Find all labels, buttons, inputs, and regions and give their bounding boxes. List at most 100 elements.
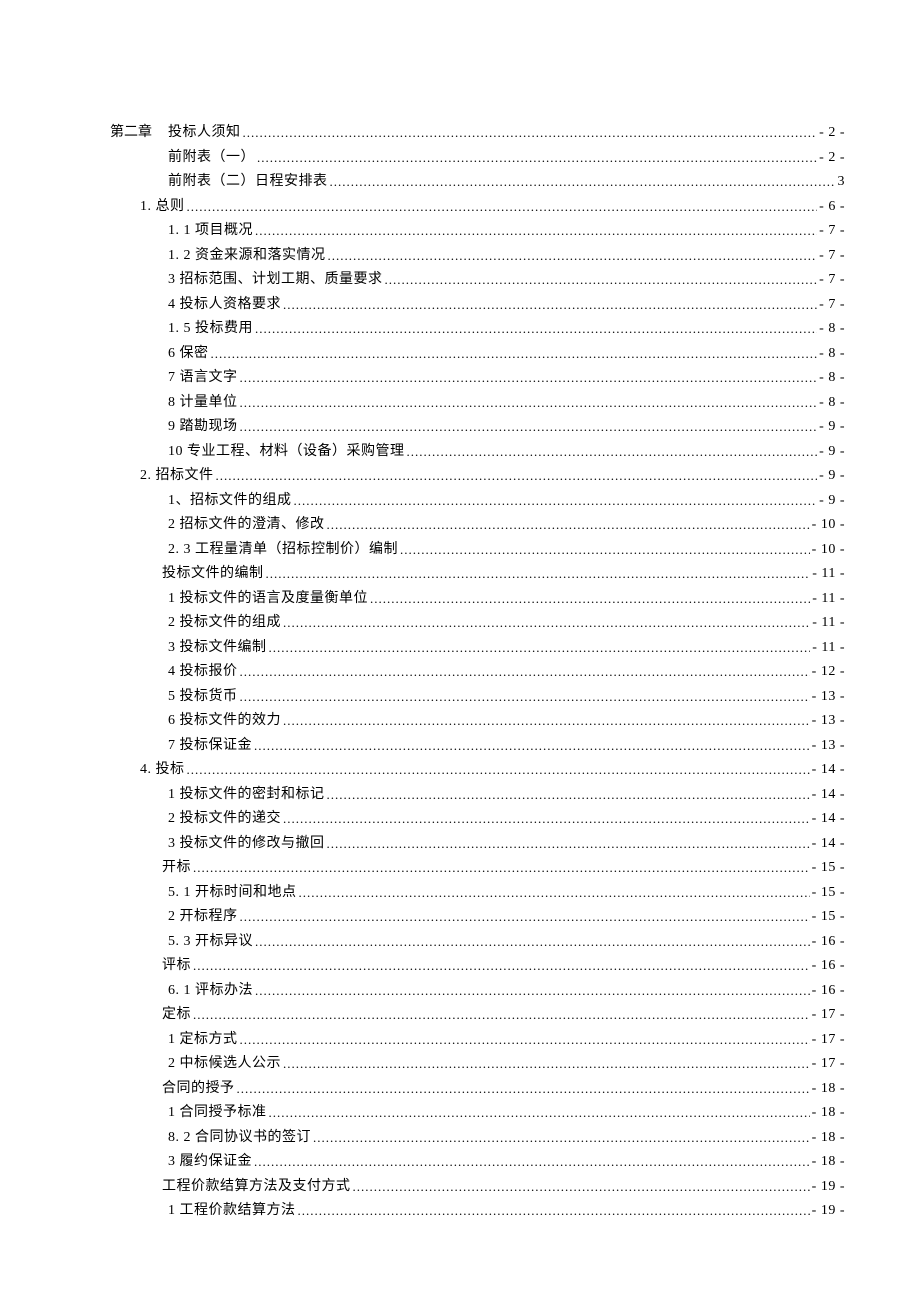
toc-entry-page: - 18 -	[812, 1155, 845, 1169]
toc-entry: 3 招标范围、计划工期、质量要求- 7 -	[110, 272, 845, 287]
toc-entry-label: 投标人须知	[168, 126, 241, 140]
toc-leader-dots	[266, 567, 811, 580]
toc-entry-page: - 6 -	[819, 200, 845, 214]
toc-leader-dots	[385, 273, 818, 286]
toc-entry: 3 投标文件的修改与撤回 - 14 -	[110, 836, 845, 851]
toc-leader-dots	[240, 690, 810, 703]
toc-entry-page: - 8 -	[819, 322, 845, 336]
toc-leader-dots	[255, 322, 817, 335]
toc-entry-label: 2 投标文件的组成	[168, 616, 281, 630]
toc-leader-dots	[327, 837, 810, 850]
toc-entry-page: - 8 -	[819, 371, 845, 385]
toc-entry-page: - 17 -	[812, 1033, 845, 1047]
toc-entry-label: 10 专业工程、材料（设备）采购管理	[168, 445, 405, 459]
toc-entry-label: 定标	[162, 1008, 191, 1022]
toc-entry: 7 投标保证金- 13 -	[110, 738, 845, 753]
toc-leader-dots	[283, 812, 810, 825]
toc-leader-dots	[240, 910, 810, 923]
toc-entry-page: - 15 -	[812, 861, 845, 875]
toc-entry-page: - 16 -	[812, 959, 845, 973]
toc-leader-dots	[283, 616, 810, 629]
toc-entry-page: - 11 -	[812, 592, 845, 606]
toc-entry-label: 评标	[162, 959, 191, 973]
toc-entry-page: - 10 -	[812, 543, 845, 557]
toc-leader-dots	[269, 1106, 810, 1119]
toc-leader-dots	[283, 1057, 810, 1070]
toc-entry-label: 3 履约保证金	[168, 1155, 252, 1169]
toc-entry-label: 1 投标文件的密封和标记	[168, 788, 325, 802]
toc-entry: 8. 2 合同协议书的签订 - 18 -	[110, 1130, 845, 1145]
toc-entry: 4 投标人资格要求- 7 -	[110, 297, 845, 312]
toc-entry-page: - 7 -	[819, 249, 845, 263]
toc-entry-label: 4 投标报价	[168, 665, 238, 679]
toc-leader-dots	[211, 347, 818, 360]
toc-entry-page: - 2 -	[819, 126, 845, 140]
toc-entry-label: 3 投标文件的修改与撤回	[168, 837, 325, 851]
toc-entry: 5. 3 开标异议 - 16 -	[110, 934, 845, 949]
toc-entry: 2 招标文件的澄清、修改- 10 -	[110, 517, 845, 532]
toc-entry-page: - 17 -	[812, 1008, 845, 1022]
toc-entry-page: - 11 -	[812, 641, 845, 655]
toc-entry-page: - 18 -	[812, 1082, 845, 1096]
toc-entry-page: - 19 -	[812, 1180, 845, 1194]
toc-entry-label: 6 投标文件的效力	[168, 714, 281, 728]
toc-entry: 定标 - 17 -	[110, 1007, 845, 1022]
toc-entry-label: 合同的授予	[162, 1082, 235, 1096]
toc-leader-dots	[283, 298, 817, 311]
toc-entry: 1. 总则- 6 -	[110, 199, 845, 214]
toc-entry-label: 9 踏勘现场	[168, 420, 238, 434]
toc-entry: 1 投标文件的语言及度量衡单位- 11 -	[110, 591, 845, 606]
toc-entry-page: - 18 -	[812, 1131, 845, 1145]
toc-leader-dots	[407, 445, 818, 458]
toc-entry: 1. 1 项目概况- 7 -	[110, 223, 845, 238]
toc-chapter-prefix: 第二章	[110, 126, 152, 140]
toc-entry-page: - 19 -	[812, 1204, 845, 1218]
toc-entry: 2 投标文件的组成- 11 -	[110, 615, 845, 630]
toc-entry-label: 3 投标文件编制	[168, 641, 267, 655]
toc-leader-dots	[299, 886, 810, 899]
toc-entry-page: - 15 -	[812, 910, 845, 924]
toc-leader-dots	[353, 1180, 810, 1193]
toc-entry-page: - 13 -	[812, 739, 845, 753]
toc-entry-page: - 16 -	[812, 935, 845, 949]
toc-entry-label: 2. 招标文件	[140, 469, 214, 483]
toc-entry-label: 1 合同授予标准	[168, 1106, 267, 1120]
toc-leader-dots	[255, 984, 810, 997]
toc-entry-label: 6 保密	[168, 347, 209, 361]
toc-leader-dots	[240, 665, 810, 678]
toc-entry-label: 1. 2 资金来源和落实情况	[168, 249, 326, 263]
toc-entry-page: - 8 -	[819, 347, 845, 361]
toc-entry-label: 1 工程价款结算方法	[168, 1204, 296, 1218]
toc-leader-dots	[327, 788, 810, 801]
toc-leader-dots	[240, 371, 818, 384]
toc-entry-label: 5. 3 开标异议	[168, 935, 253, 949]
toc-leader-dots	[283, 714, 810, 727]
toc-entry-label: 7 语言文字	[168, 371, 238, 385]
toc-entry: 2. 招标文件- 9 -	[110, 468, 845, 483]
toc-entry: 1. 2 资金来源和落实情况 - 7 -	[110, 248, 845, 263]
toc-entry-label: 1. 1 项目概况	[168, 224, 253, 238]
toc-entry: 8 计量单位- 8 -	[110, 395, 845, 410]
table-of-contents: 第二章投标人须知- 2 -前附表（一）- 2 -前附表（二）日程安排表31. 总…	[110, 125, 845, 1218]
toc-leader-dots	[298, 1204, 810, 1217]
toc-entry-page: - 14 -	[812, 837, 845, 851]
toc-entry: 6. 1 评标办法- 16 -	[110, 983, 845, 998]
toc-entry: 4. 投标- 14 -	[110, 762, 845, 777]
toc-leader-dots	[187, 763, 810, 776]
toc-entry: 6 投标文件的效力- 13 -	[110, 713, 845, 728]
toc-entry-label: 2 投标文件的递交	[168, 812, 281, 826]
toc-entry: 开标- 15 -	[110, 860, 845, 875]
toc-entry-page: - 17 -	[812, 1057, 845, 1071]
toc-entry: 6 保密 - 8 -	[110, 346, 845, 361]
toc-leader-dots	[240, 396, 818, 409]
toc-entry-label: 8. 2 合同协议书的签订	[168, 1131, 311, 1145]
toc-entry-label: 投标文件的编制	[162, 567, 264, 581]
toc-entry-label: 1. 5 投标费用	[168, 322, 253, 336]
toc-entry: 1 工程价款结算方法 - 19 -	[110, 1203, 845, 1218]
toc-entry-page: - 9 -	[819, 445, 845, 459]
toc-entry-page: - 16 -	[812, 984, 845, 998]
toc-entry-label: 8 计量单位	[168, 396, 238, 410]
toc-entry-page: - 9 -	[819, 494, 845, 508]
toc-entry-label: 4 投标人资格要求	[168, 298, 281, 312]
toc-entry-page: - 2 -	[819, 151, 845, 165]
